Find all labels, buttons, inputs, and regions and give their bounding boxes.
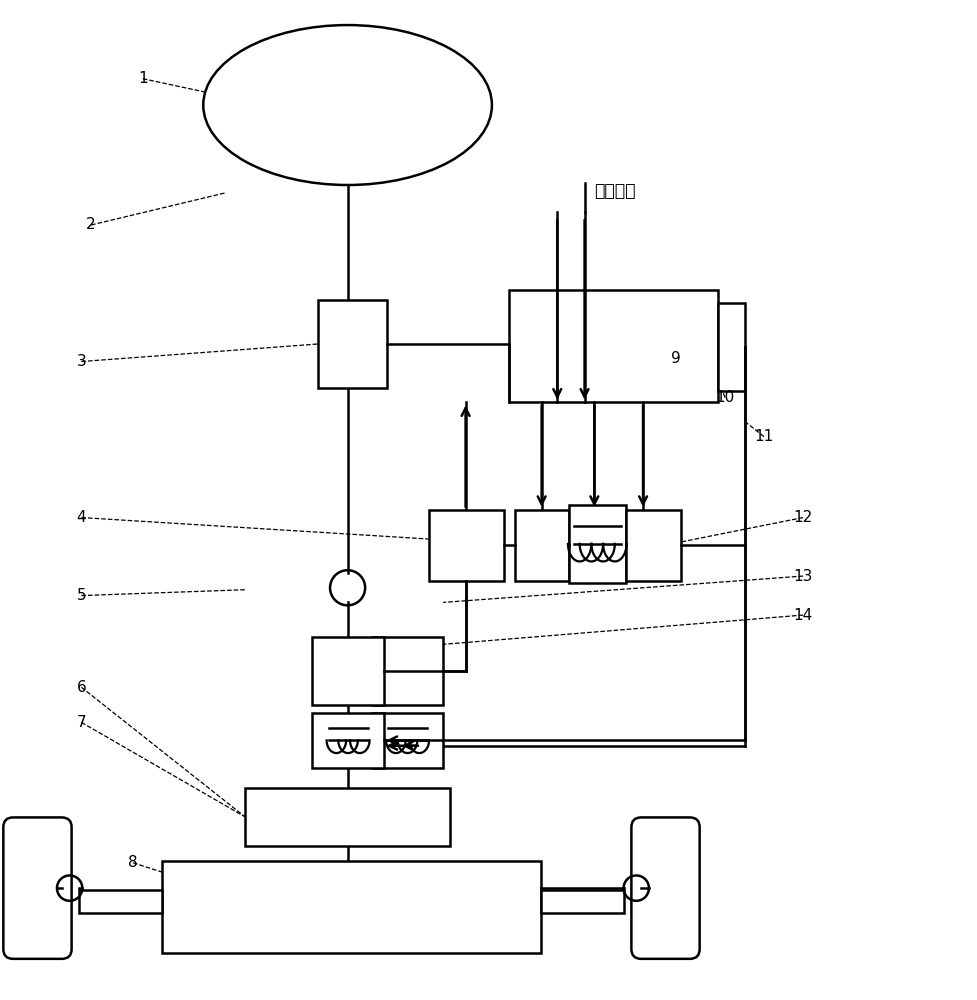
Bar [569,505,625,583]
Bar [162,861,540,953]
Text: 13: 13 [792,569,812,584]
Bar [515,510,569,581]
Bar [318,300,386,388]
Bar [371,637,443,705]
FancyBboxPatch shape [3,817,71,959]
Bar [625,510,680,581]
Bar [428,510,503,581]
Bar [313,637,383,705]
Text: 4: 4 [76,510,86,525]
Bar [540,890,623,913]
Text: 7: 7 [76,715,86,730]
Text: 8: 8 [128,855,138,870]
Text: 10: 10 [714,390,734,405]
Text: 6: 6 [76,680,86,695]
Text: 1: 1 [138,71,148,86]
Bar [508,290,717,402]
Bar [313,713,383,768]
Text: 车速信号: 车速信号 [594,182,635,200]
Bar [245,788,449,846]
Ellipse shape [203,25,491,185]
Text: 2: 2 [86,217,96,232]
Bar [79,890,162,913]
FancyBboxPatch shape [631,817,699,959]
Bar [371,713,443,768]
Text: 3: 3 [76,354,86,369]
Text: 14: 14 [792,608,812,623]
Text: 11: 11 [753,429,773,444]
Bar [717,303,744,391]
Text: 5: 5 [76,588,86,603]
Text: 9: 9 [670,351,680,366]
Text: 12: 12 [792,510,812,525]
